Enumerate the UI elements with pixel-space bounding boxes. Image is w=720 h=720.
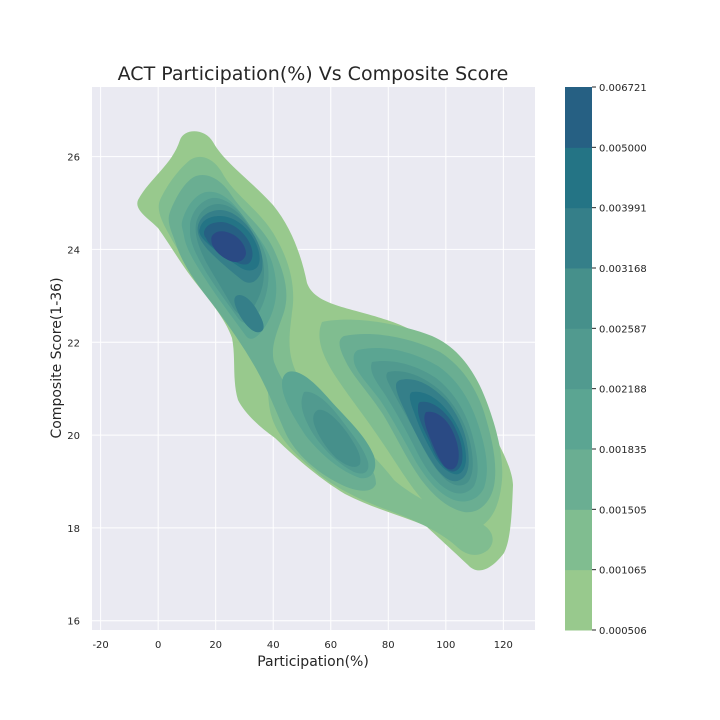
x-tick-label: 120 bbox=[494, 640, 513, 651]
x-axis-ticks: -20 0 20 40 60 80 100 120 bbox=[92, 640, 512, 651]
colorbar-band bbox=[565, 207, 592, 269]
colorbar-band bbox=[565, 569, 592, 631]
y-tick-label: 22 bbox=[67, 338, 80, 349]
colorbar-band bbox=[565, 328, 592, 390]
contour-level-10 bbox=[211, 231, 246, 262]
colorbar-tick-label: 0.000506 bbox=[599, 626, 647, 637]
colorbar-tick-label: 0.002587 bbox=[599, 324, 647, 335]
colorbar-tick-label: 0.003991 bbox=[599, 204, 647, 215]
y-tick-label: 24 bbox=[67, 245, 80, 256]
colorbar-band bbox=[565, 509, 592, 571]
colorbar-tick-label: 0.002188 bbox=[599, 385, 647, 396]
x-tick-label: 0 bbox=[155, 640, 161, 651]
colorbar-band bbox=[565, 388, 592, 450]
colorbar-band bbox=[565, 87, 592, 148]
colorbar-tick-label: 0.001835 bbox=[599, 445, 647, 456]
chart-title: ACT Participation(%) Vs Composite Score bbox=[118, 63, 509, 85]
y-tick-label: 18 bbox=[67, 524, 80, 535]
contour-level-7 bbox=[234, 294, 264, 333]
x-tick-label: -20 bbox=[92, 640, 108, 651]
x-axis-label: Participation(%) bbox=[257, 654, 369, 670]
colorbar-band bbox=[565, 268, 592, 329]
colorbar-tick-label: 0.001505 bbox=[599, 505, 647, 516]
x-tick-label: 100 bbox=[436, 640, 455, 651]
colorbar-tick-label: 0.006721 bbox=[599, 83, 647, 94]
y-tick-label: 26 bbox=[67, 153, 80, 164]
colorbar bbox=[565, 87, 592, 631]
colorbar-tick-label: 0.003168 bbox=[599, 264, 647, 275]
y-tick-label: 20 bbox=[67, 431, 80, 442]
x-tick-label: 40 bbox=[267, 640, 280, 651]
colorbar-band bbox=[565, 449, 592, 510]
x-tick-label: 80 bbox=[382, 640, 395, 651]
colorbar-band bbox=[565, 147, 592, 209]
contour-level-10 bbox=[424, 411, 459, 470]
x-tick-label: 20 bbox=[209, 640, 222, 651]
colorbar-tick-label: 0.005000 bbox=[599, 143, 647, 154]
colorbar-tick-label: 0.001065 bbox=[599, 566, 647, 577]
y-axis-ticks: 16 18 20 22 24 26 bbox=[67, 153, 80, 628]
density-contours bbox=[137, 131, 513, 571]
x-tick-label: 60 bbox=[324, 640, 337, 651]
colorbar-ticks: 0.000506 0.001065 0.001505 0.001835 0.002188… bbox=[592, 83, 647, 637]
y-tick-label: 16 bbox=[67, 617, 80, 628]
contour-level-6 bbox=[313, 409, 361, 467]
y-axis-label: Composite Score(1-36) bbox=[49, 277, 65, 438]
